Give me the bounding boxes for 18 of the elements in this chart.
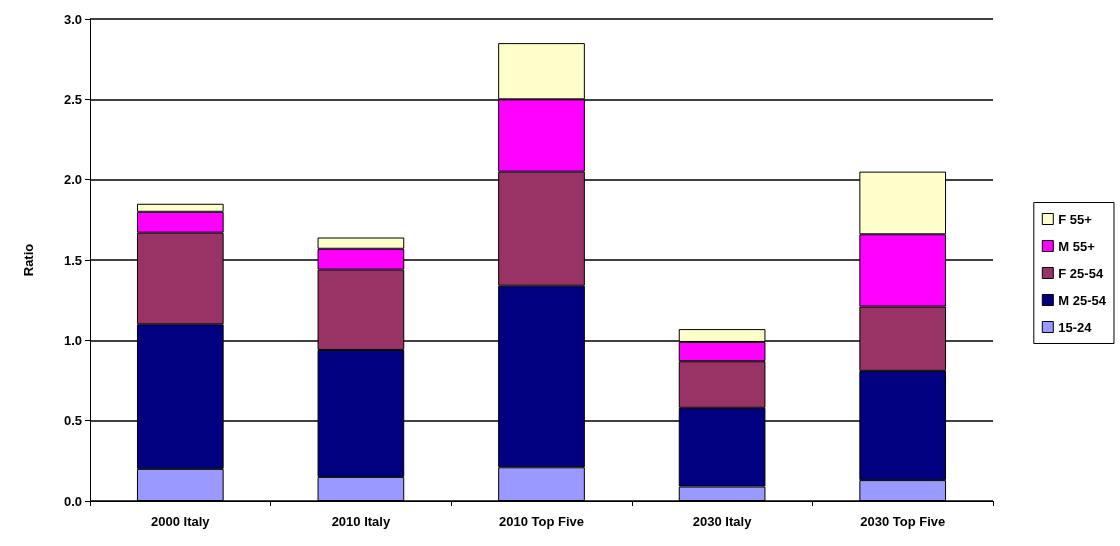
y-tick-label: 0.5 [63, 413, 82, 429]
x-tick-label: 2000 Italy [151, 514, 211, 529]
x-tick-label: 2030 Top Five [860, 514, 946, 529]
legend-label: F 25-54 [1058, 265, 1104, 281]
y-tick-label: 2.0 [63, 172, 82, 188]
legend-label: 15-24 [1058, 319, 1093, 335]
legend-label: F 55+ [1058, 211, 1093, 227]
y-tick-label: 0.0 [63, 493, 82, 509]
x-tick-label: 2010 Italy [331, 514, 391, 529]
y-tick-label: 1.0 [63, 332, 82, 348]
y-tick-label: 2.5 [63, 91, 82, 107]
y-tick-label: 3.0 [63, 11, 82, 27]
y-tick-label: 1.5 [63, 252, 82, 268]
y-axis-title: Ratio [21, 243, 36, 277]
x-tick-label: 2030 Italy [692, 514, 753, 529]
x-tick-label: 2010 Top Five [498, 514, 585, 529]
legend-label: M 25-54 [1058, 292, 1107, 308]
legend-label: M 55+ [1058, 238, 1096, 254]
